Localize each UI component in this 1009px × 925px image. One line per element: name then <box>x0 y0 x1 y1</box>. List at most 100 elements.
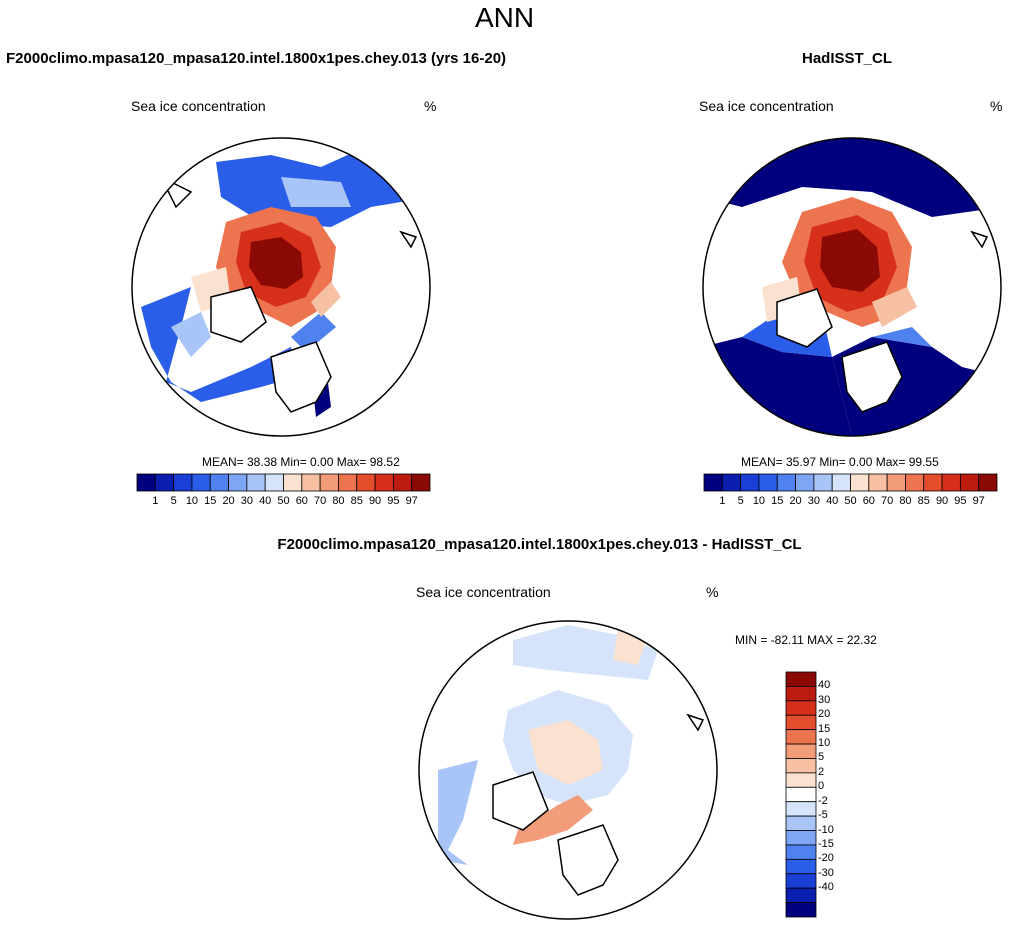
colorbar-tick-label: -5 <box>818 809 828 822</box>
colorbar-tick-label: 0 <box>818 780 825 793</box>
colorbar-swatch <box>721 473 742 492</box>
colorbar-tick-label: 15 <box>204 495 217 507</box>
panel3-stats: MIN = -82.11 MAX = 22.32 <box>735 633 877 647</box>
colorbar-tick-label: 20 <box>789 495 802 507</box>
colorbar-tick-label: 80 <box>332 495 345 507</box>
colorbar-tick-label: -15 <box>818 837 834 850</box>
panel1-colorbar-labels: 1 5 10 15 20 30 40 50 60 70 80 85 90 95 97 <box>137 495 430 509</box>
colorbar-swatch <box>776 473 796 492</box>
figure-title: ANN <box>474 2 535 33</box>
colorbar-swatch <box>411 473 431 492</box>
colorbar-swatch <box>264 473 284 492</box>
colorbar-tick-label: 70 <box>314 495 327 507</box>
colorbar-swatch <box>785 671 817 687</box>
colorbar-tick-label: 40 <box>259 495 272 507</box>
colorbar-tick-label: 5 <box>170 495 177 507</box>
colorbar-swatch <box>941 473 961 492</box>
colorbar-tick-label: -30 <box>818 866 834 879</box>
colorbar-swatch <box>301 473 321 492</box>
colorbar-tick-label: 40 <box>826 495 839 507</box>
colorbar-swatch <box>785 887 817 903</box>
colorbar-swatch <box>785 758 817 774</box>
colorbar-tick-label: 60 <box>862 495 875 507</box>
colorbar-tick-label: 10 <box>185 495 199 507</box>
colorbar-swatch <box>703 473 723 492</box>
panel1-variable: Sea ice concentration <box>131 98 266 114</box>
colorbar-swatch <box>785 786 817 803</box>
colorbar-swatch <box>758 473 778 492</box>
colorbar-swatch <box>191 473 211 492</box>
panel1-polar-map <box>131 137 431 437</box>
colorbar-swatch <box>785 873 817 889</box>
colorbar-tick-label: 50 <box>844 495 857 507</box>
colorbar-swatch <box>246 473 266 492</box>
colorbar-swatch <box>785 714 817 731</box>
colorbar-tick-label: 90 <box>935 495 949 507</box>
colorbar-swatch <box>785 844 817 860</box>
panel1-units: % <box>424 98 437 114</box>
panel3-units: % <box>706 584 719 600</box>
panel1-case-title: F2000climo.mpasa120_mpasa120.intel.1800x… <box>6 50 507 67</box>
colorbar-swatch <box>785 772 817 788</box>
panel2-units: % <box>990 98 1003 114</box>
colorbar-tick-label: 97 <box>972 495 985 507</box>
colorbar-swatch <box>154 473 175 492</box>
colorbar-swatch <box>785 801 817 817</box>
colorbar-swatch <box>785 858 817 875</box>
colorbar-tick-label: 95 <box>954 495 967 507</box>
colorbar-tick-label: 60 <box>295 495 308 507</box>
colorbar-swatch <box>850 473 870 492</box>
colorbar-swatch <box>392 473 413 492</box>
colorbar-tick-label: 80 <box>899 495 912 507</box>
panel1-colorbar <box>136 473 431 492</box>
colorbar-tick-label: 30 <box>818 693 831 706</box>
colorbar-swatch <box>795 473 815 492</box>
panel3-colorbar-labels: 40 30 20 15 10 5 2 0 -2 -5 -10 -15 -20 -30 -40 <box>818 672 858 917</box>
colorbar-tick-label: 50 <box>277 495 290 507</box>
colorbar-tick-label: 90 <box>368 495 382 507</box>
colorbar-tick-label: 1 <box>719 495 726 507</box>
colorbar-swatch <box>923 473 943 492</box>
colorbar-swatch <box>785 686 817 702</box>
panel3-polar-map <box>418 620 718 920</box>
colorbar-tick-label: 70 <box>881 495 894 507</box>
colorbar-tick-label: 97 <box>405 495 418 507</box>
colorbar-swatch <box>959 473 980 492</box>
colorbar-tick-label: 30 <box>240 495 253 507</box>
colorbar-swatch <box>905 473 925 492</box>
colorbar-swatch <box>374 473 394 492</box>
colorbar-swatch <box>740 473 760 492</box>
colorbar-tick-label: 15 <box>818 722 831 735</box>
colorbar-swatch <box>886 473 906 492</box>
panel2-colorbar-labels: 1 5 10 15 20 30 40 50 60 70 80 85 90 95 97 <box>704 495 997 509</box>
colorbar-tick-label: -20 <box>818 852 834 865</box>
panel3-colorbar <box>785 671 817 918</box>
colorbar-tick-label: 15 <box>771 495 784 507</box>
panel2-variable: Sea ice concentration <box>699 98 834 114</box>
colorbar-tick-label: 1 <box>152 495 159 507</box>
colorbar-swatch <box>283 473 303 492</box>
colorbar-tick-label: 95 <box>387 495 400 507</box>
colorbar-swatch <box>785 729 817 745</box>
colorbar-swatch <box>338 473 358 492</box>
colorbar-tick-label: 5 <box>818 751 825 764</box>
colorbar-tick-label: 30 <box>807 495 820 507</box>
colorbar-tick-label: 2 <box>818 765 825 778</box>
colorbar-swatch <box>136 473 156 492</box>
colorbar-swatch <box>785 902 817 918</box>
colorbar-tick-label: 85 <box>350 495 363 507</box>
panel2-case-title: HadISST_CL <box>802 50 893 67</box>
panel3-variable: Sea ice concentration <box>416 584 551 600</box>
colorbar-swatch <box>319 473 339 492</box>
colorbar-tick-label: -2 <box>818 794 828 807</box>
panel2-polar-map <box>702 137 1002 437</box>
colorbar-tick-label: 40 <box>818 679 831 692</box>
colorbar-swatch <box>356 473 376 492</box>
colorbar-swatch <box>785 815 817 831</box>
colorbar-swatch <box>868 473 888 492</box>
colorbar-swatch <box>228 473 248 492</box>
colorbar-swatch <box>209 473 229 492</box>
colorbar-tick-label: 20 <box>818 708 831 721</box>
colorbar-tick-label: -10 <box>818 823 834 836</box>
colorbar-swatch <box>785 830 817 846</box>
